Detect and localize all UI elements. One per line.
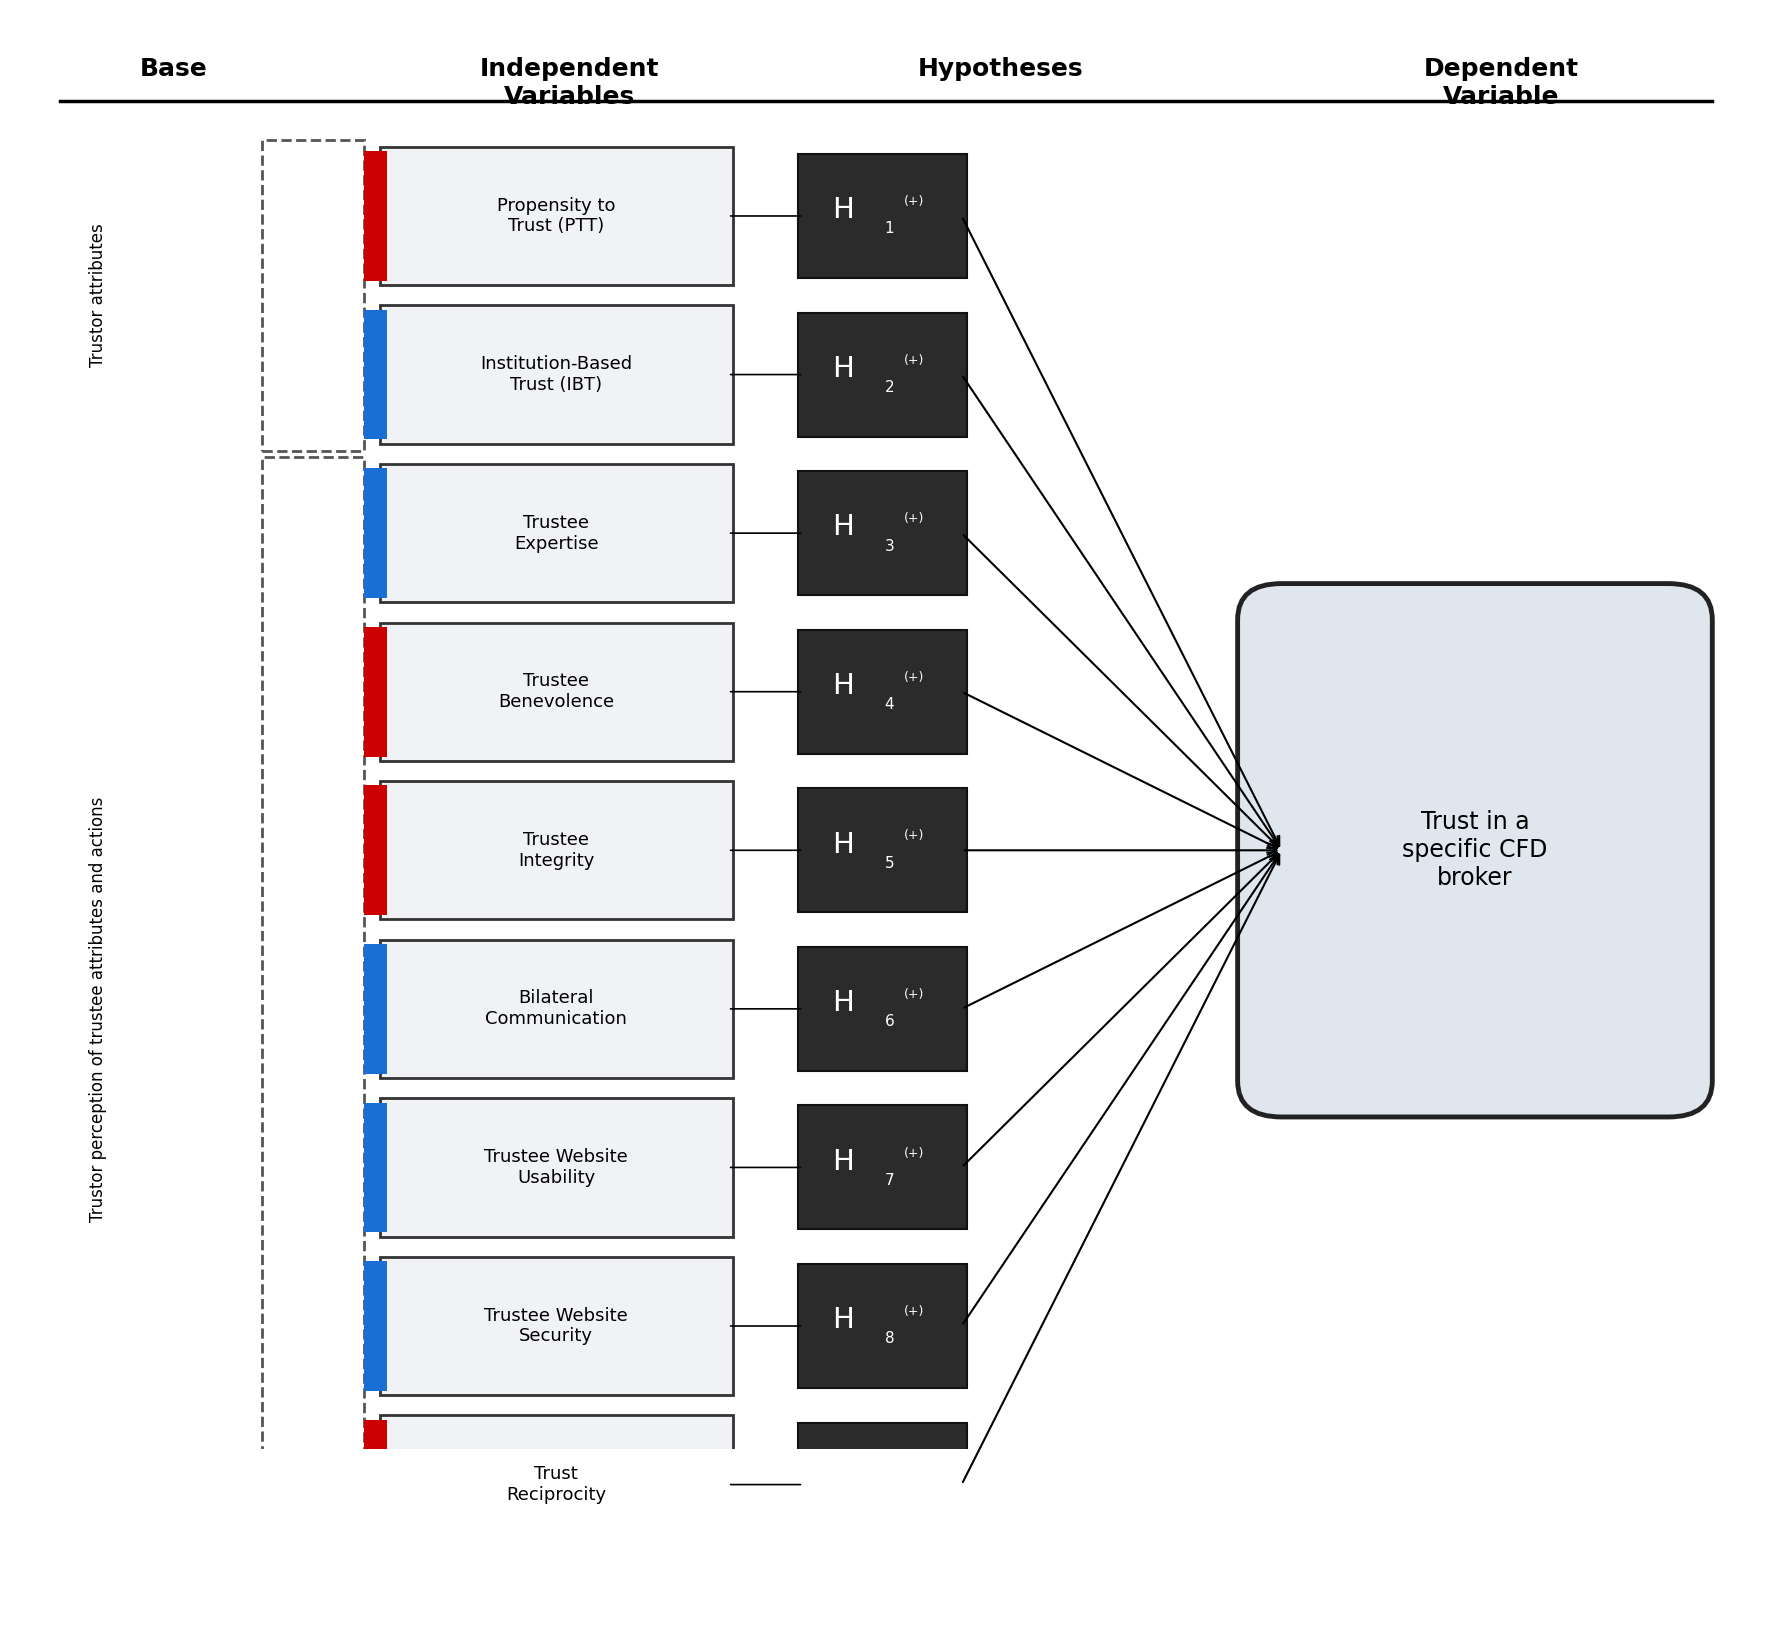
Text: H: H: [831, 672, 854, 699]
FancyBboxPatch shape: [363, 627, 386, 757]
FancyBboxPatch shape: [801, 1609, 1155, 1642]
FancyBboxPatch shape: [363, 1420, 386, 1550]
Text: 9: 9: [884, 1489, 895, 1506]
Text: (+): (+): [904, 512, 925, 525]
FancyBboxPatch shape: [379, 1256, 734, 1396]
Text: 7: 7: [884, 1172, 895, 1187]
FancyBboxPatch shape: [797, 154, 968, 277]
FancyBboxPatch shape: [379, 1098, 734, 1236]
Text: 3: 3: [884, 539, 895, 553]
Text: Trustee Website
Security: Trustee Website Security: [484, 1307, 629, 1345]
Text: Bilateral
Communication: Bilateral Communication: [486, 990, 627, 1028]
FancyBboxPatch shape: [363, 468, 386, 598]
Text: 4: 4: [884, 698, 895, 713]
FancyBboxPatch shape: [363, 310, 386, 440]
Text: 2: 2: [884, 379, 895, 396]
Text: (+): (+): [904, 195, 925, 209]
Text: 6: 6: [884, 1015, 895, 1030]
Text: Hypotheses: Hypotheses: [918, 57, 1083, 82]
FancyBboxPatch shape: [363, 1261, 386, 1391]
FancyBboxPatch shape: [363, 151, 386, 281]
FancyBboxPatch shape: [363, 944, 386, 1074]
Text: (+): (+): [904, 988, 925, 1002]
Text: Trustee
Benevolence: Trustee Benevolence: [498, 672, 615, 711]
Text: 5: 5: [884, 855, 895, 870]
Text: (+): (+): [904, 1463, 925, 1476]
Text: Institution-Based
Trust (IBT): Institution-Based Trust (IBT): [480, 355, 633, 394]
FancyBboxPatch shape: [797, 471, 968, 594]
Text: Trustor perception of trustee attributes and actions: Trustor perception of trustee attributes…: [89, 796, 108, 1222]
FancyBboxPatch shape: [379, 465, 734, 603]
Text: (+): (+): [904, 672, 925, 683]
FancyBboxPatch shape: [797, 947, 968, 1071]
Text: (+): (+): [904, 1305, 925, 1319]
FancyBboxPatch shape: [379, 1415, 734, 1553]
Text: 8: 8: [884, 1332, 895, 1346]
FancyBboxPatch shape: [379, 305, 734, 443]
FancyBboxPatch shape: [797, 1264, 968, 1387]
Text: Trustee
Expertise: Trustee Expertise: [514, 514, 599, 552]
FancyBboxPatch shape: [230, 1609, 760, 1642]
Text: (+): (+): [904, 353, 925, 366]
Text: (+): (+): [904, 1146, 925, 1159]
FancyBboxPatch shape: [797, 1422, 968, 1547]
Text: H: H: [831, 1465, 854, 1493]
Text: H: H: [831, 355, 854, 383]
FancyBboxPatch shape: [379, 782, 734, 920]
Text: Dependent
Variable: Dependent Variable: [1423, 57, 1579, 110]
FancyBboxPatch shape: [379, 622, 734, 760]
Text: H: H: [831, 1148, 854, 1176]
Text: Trustee
Integrity: Trustee Integrity: [517, 831, 595, 870]
Text: H: H: [831, 514, 854, 542]
Text: Trust in a
specific CFD
broker: Trust in a specific CFD broker: [1402, 811, 1547, 890]
FancyBboxPatch shape: [1237, 583, 1712, 1117]
Text: Trust
Reciprocity: Trust Reciprocity: [507, 1465, 606, 1504]
Text: Trustee Website
Usability: Trustee Website Usability: [484, 1148, 629, 1187]
Text: H: H: [831, 988, 854, 1016]
Text: Base: Base: [140, 57, 207, 82]
Text: (+): (+): [904, 829, 925, 842]
Text: H: H: [831, 1307, 854, 1335]
FancyBboxPatch shape: [797, 312, 968, 437]
Text: H: H: [831, 195, 854, 225]
Text: H: H: [831, 831, 854, 859]
FancyBboxPatch shape: [363, 1102, 386, 1232]
FancyBboxPatch shape: [363, 785, 386, 915]
FancyBboxPatch shape: [379, 146, 734, 286]
FancyBboxPatch shape: [797, 1105, 968, 1230]
Text: 1: 1: [884, 222, 895, 236]
FancyBboxPatch shape: [797, 788, 968, 913]
FancyBboxPatch shape: [379, 939, 734, 1079]
Text: Trustor attributes: Trustor attributes: [89, 223, 108, 368]
Text: Propensity to
Trust (PTT): Propensity to Trust (PTT): [498, 197, 615, 235]
Text: Independent
Variables: Independent Variables: [480, 57, 659, 110]
FancyBboxPatch shape: [1184, 1609, 1536, 1642]
FancyBboxPatch shape: [797, 631, 968, 754]
